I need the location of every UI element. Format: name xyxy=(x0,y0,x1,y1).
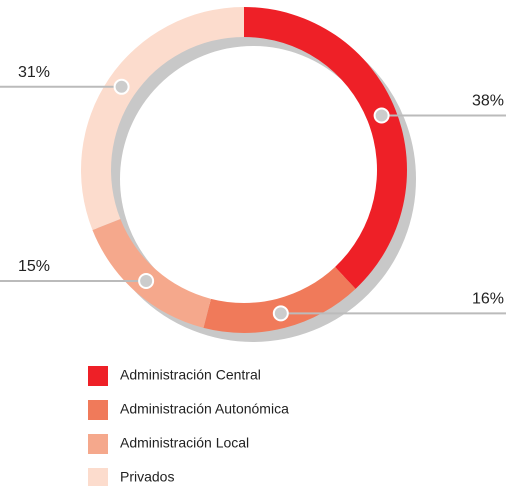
donut-segment xyxy=(92,218,211,328)
donut-segment xyxy=(244,7,407,289)
leader-dot xyxy=(373,107,390,124)
value-label: 38% xyxy=(472,93,504,110)
value-label: 16% xyxy=(472,291,504,308)
donut-segment xyxy=(203,266,356,333)
legend-swatch xyxy=(88,400,108,420)
value-label: 31% xyxy=(18,64,50,81)
legend-swatch xyxy=(88,468,108,486)
leader-dot xyxy=(113,78,130,95)
leader-dot xyxy=(138,273,155,290)
legend-swatch xyxy=(88,434,108,454)
legend-label: Administración Local xyxy=(120,435,249,451)
legend-label: Administración Autonómica xyxy=(120,401,289,417)
legend-swatch xyxy=(88,366,108,386)
legend-label: Administración Central xyxy=(120,367,261,383)
value-label: 15% xyxy=(18,258,50,275)
leader-dot xyxy=(272,305,289,322)
donut-segment xyxy=(81,7,245,231)
legend-label: Privados xyxy=(120,469,174,485)
